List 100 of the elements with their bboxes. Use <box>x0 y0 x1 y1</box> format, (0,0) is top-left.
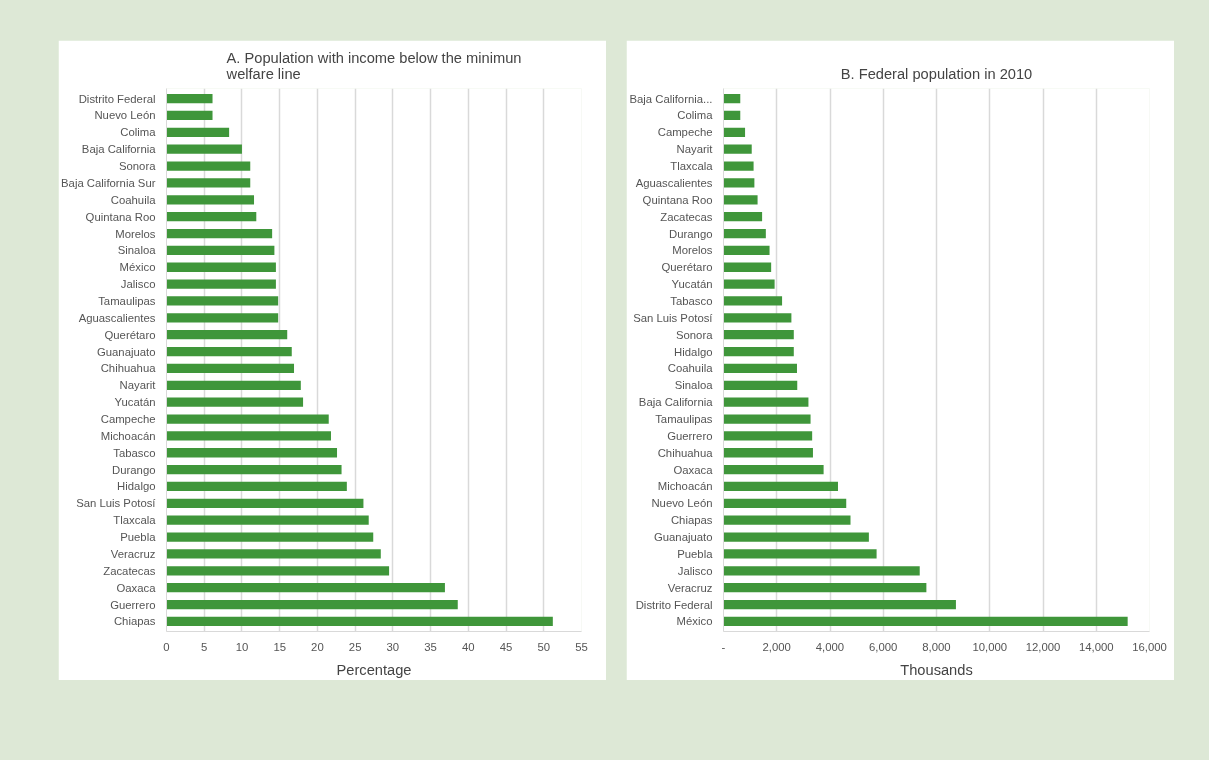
x-tick-label: 35 <box>424 640 437 653</box>
y-tick-label: Morelos <box>672 244 713 257</box>
bar <box>723 566 920 576</box>
bar <box>166 363 295 374</box>
y-tick-label: Puebla <box>120 531 157 544</box>
y-tick-label: Baja California <box>638 396 714 409</box>
bar <box>723 296 783 306</box>
bar <box>723 414 811 424</box>
y-tick-label: Aguascalientes <box>78 311 156 324</box>
y-tick-label: Guanajuato <box>96 345 156 358</box>
bar <box>166 599 458 610</box>
y-tick-label: Chihuahua <box>100 362 157 375</box>
y-tick-label: Veracruz <box>110 547 156 560</box>
bar <box>723 599 956 610</box>
y-tick-label: México <box>119 261 156 274</box>
bar <box>166 313 279 323</box>
bar <box>723 228 766 239</box>
y-tick-label: Campeche <box>657 126 713 139</box>
y-tick-label: Baja California <box>81 143 157 156</box>
bar <box>166 178 251 188</box>
x-tick-label: 2,000 <box>762 640 791 653</box>
y-tick-label: Guanajuato <box>653 531 713 544</box>
bar <box>166 397 304 407</box>
y-tick-label: Chiapas <box>670 514 713 527</box>
y-tick-label: Guerrero <box>110 598 156 611</box>
y-tick-label: México <box>676 615 713 628</box>
y-tick-label: Baja California... <box>629 92 713 105</box>
y-tick-label: Nuevo León <box>651 497 713 510</box>
chart-title: A. Population with income below the minimun welfare line <box>225 49 522 82</box>
bar <box>166 498 364 508</box>
bar <box>723 161 754 171</box>
bar <box>166 414 329 424</box>
x-tick-label: 6,000 <box>869 640 898 653</box>
bar <box>723 262 772 272</box>
x-tick-label: 0 <box>163 640 170 653</box>
y-tick-label: Tamaulipas <box>655 413 713 426</box>
bar <box>723 245 770 256</box>
y-tick-label: Morelos <box>115 227 156 240</box>
bar <box>166 195 255 205</box>
x-tick-label: 8,000 <box>922 640 951 653</box>
bar <box>723 532 869 542</box>
bar <box>166 532 374 542</box>
bar <box>166 296 279 306</box>
bar <box>723 583 927 593</box>
bar <box>166 212 257 222</box>
y-tick-label: Nayarit <box>676 143 714 156</box>
y-tick-label: Durango <box>112 463 156 476</box>
y-tick-label: Tlaxcala <box>113 514 157 527</box>
x-tick-label: 20 <box>311 640 324 653</box>
x-axis-title: Percentage <box>336 661 412 678</box>
bar <box>723 515 851 525</box>
y-tick-label: Baja California Sur <box>61 176 156 189</box>
bar <box>723 363 797 374</box>
bar <box>723 397 809 407</box>
bar <box>166 144 242 154</box>
bar <box>166 330 288 340</box>
x-tick-label: 4,000 <box>815 640 845 653</box>
x-tick-label: 14,000 <box>1078 640 1114 653</box>
y-tick-label: Veracruz <box>667 581 713 594</box>
y-tick-label: Tabasco <box>670 294 713 307</box>
bar <box>723 178 755 188</box>
y-tick-label: Aguascalientes <box>635 176 713 189</box>
bar <box>723 93 741 104</box>
chart-title: B. Federal population in 2010 <box>840 65 1033 82</box>
y-tick-label: Durango <box>669 227 713 240</box>
bar <box>723 346 794 357</box>
bar <box>166 161 251 171</box>
y-tick-label: Sonora <box>675 328 714 341</box>
y-tick-label: Querétaro <box>104 328 156 341</box>
y-tick-label: Quintana Roo <box>85 210 156 223</box>
bar <box>723 279 775 289</box>
bar <box>166 431 331 441</box>
y-tick-label: Puebla <box>677 547 714 560</box>
bar <box>723 195 758 205</box>
y-tick-label: Tamaulipas <box>98 294 156 307</box>
x-tick-label: 25 <box>348 640 362 653</box>
bar <box>166 464 342 475</box>
y-tick-label: Oaxaca <box>116 581 157 594</box>
y-tick-label: Yucatán <box>114 396 156 409</box>
bar <box>723 481 838 492</box>
bar <box>723 431 813 441</box>
bar <box>166 380 301 390</box>
y-tick-label: Guerrero <box>667 429 713 442</box>
x-tick-label: 45 <box>499 640 513 653</box>
y-tick-label: Distrito Federal <box>78 92 156 105</box>
y-tick-label: Yucatán <box>671 278 713 291</box>
x-tick-label: 15 <box>273 640 286 653</box>
y-tick-label: Nayarit <box>119 379 157 392</box>
y-tick-label: Chihuahua <box>657 446 714 459</box>
y-tick-label: Coahuila <box>110 193 157 206</box>
y-tick-label: Zacatecas <box>103 564 156 577</box>
y-tick-label: Sonora <box>118 160 157 173</box>
bar <box>723 330 794 340</box>
y-tick-label: Distrito Federal <box>635 598 713 611</box>
bar <box>723 448 813 458</box>
bar <box>723 110 741 121</box>
bar <box>166 583 445 593</box>
bar <box>166 93 213 104</box>
y-tick-label: Oaxaca <box>673 463 714 476</box>
y-tick-label: Hidalgo <box>117 480 156 493</box>
